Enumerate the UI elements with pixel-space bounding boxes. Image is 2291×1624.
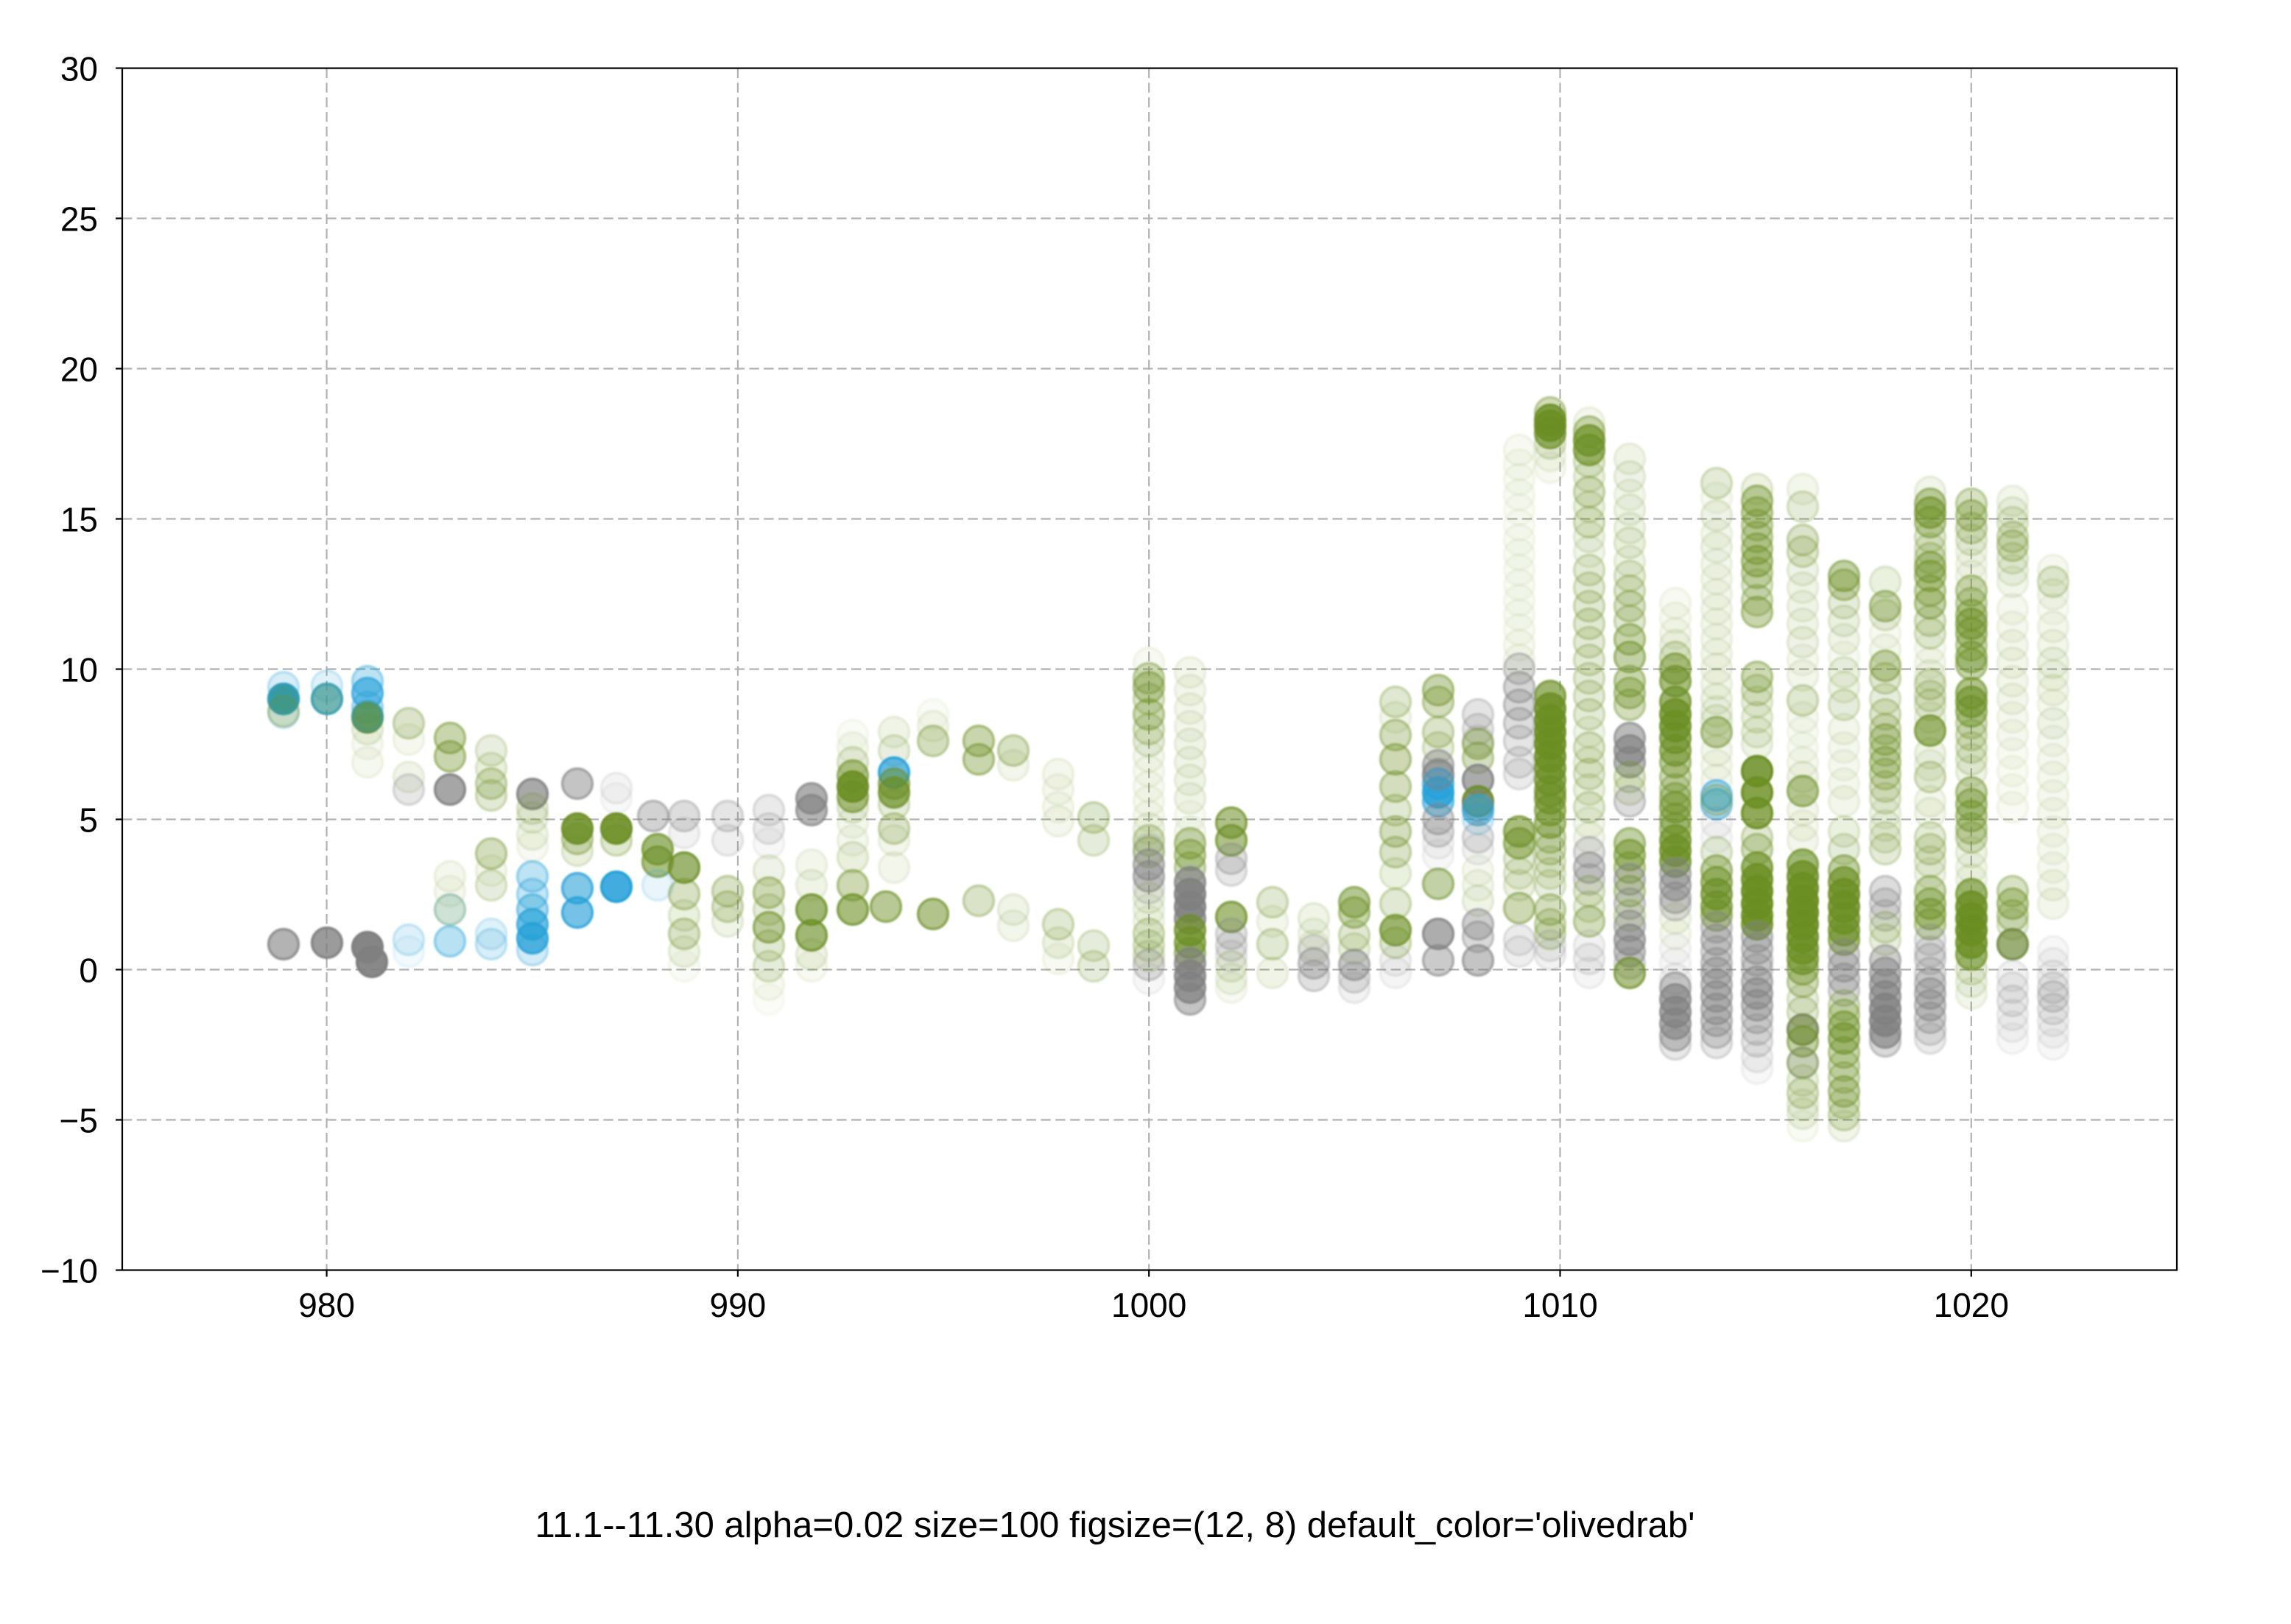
svg-text:−5: −5	[60, 1102, 98, 1140]
svg-text:25: 25	[60, 200, 98, 239]
svg-text:5: 5	[79, 801, 98, 840]
svg-text:0: 0	[79, 952, 98, 990]
svg-text:10: 10	[60, 651, 98, 689]
svg-text:980: 980	[298, 1286, 355, 1324]
svg-text:30: 30	[60, 50, 98, 88]
svg-text:1010: 1010	[1522, 1286, 1597, 1324]
svg-text:1000: 1000	[1111, 1286, 1186, 1324]
svg-text:990: 990	[710, 1286, 767, 1324]
svg-text:11.1--11.30 alpha=0.02 size=10: 11.1--11.30 alpha=0.02 size=100 figsize=…	[535, 1505, 1695, 1545]
svg-text:−10: −10	[41, 1252, 98, 1290]
svg-text:20: 20	[60, 351, 98, 389]
svg-text:15: 15	[60, 501, 98, 539]
svg-text:1020: 1020	[1934, 1286, 2009, 1324]
